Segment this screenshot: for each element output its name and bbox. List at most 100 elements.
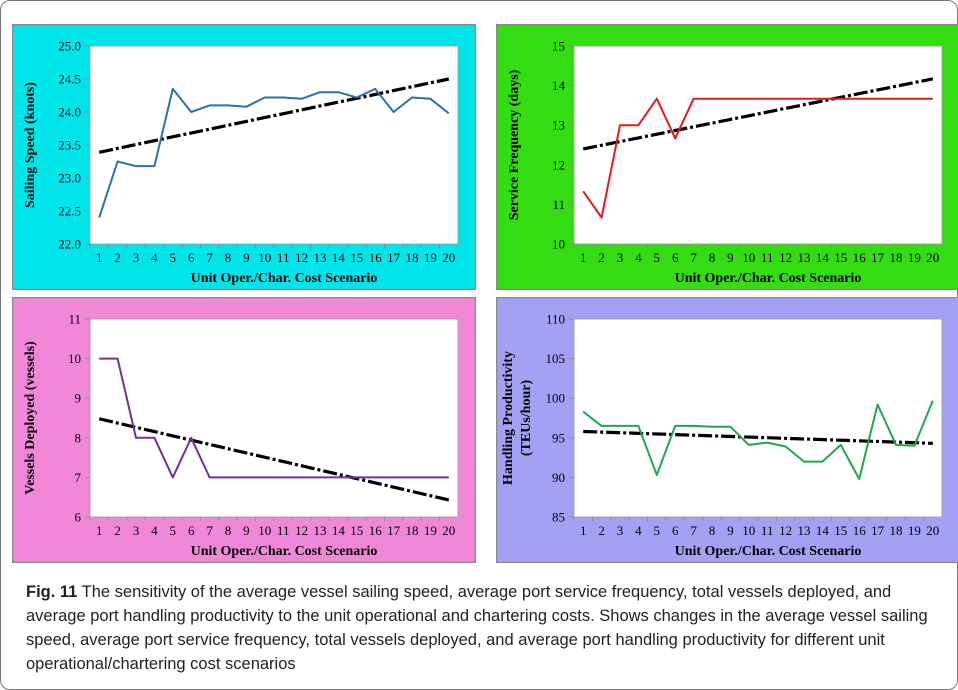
x-tick-label: 10 xyxy=(258,523,271,538)
x-tick-label: 4 xyxy=(151,250,158,265)
x-tick-label: 6 xyxy=(672,523,679,538)
data-series-line xyxy=(99,357,449,479)
x-tick-label: 11 xyxy=(277,250,290,265)
x-tick-label: 12 xyxy=(295,250,308,265)
y-tick-label: 11 xyxy=(68,312,81,327)
x-tick-label: 1 xyxy=(580,250,587,265)
y-axis-label-line2: (TEUs/hour) xyxy=(519,380,534,457)
y-tick-label: 13 xyxy=(552,118,565,133)
x-tick-label: 1 xyxy=(96,523,103,538)
x-tick-label: 5 xyxy=(654,250,661,265)
x-tick-label: 19 xyxy=(908,250,921,265)
x-tick-label: 12 xyxy=(295,523,308,538)
y-axis-label: Vessels Deployed (vessels) xyxy=(23,341,38,495)
sailing-speed-chart: 22.0 22.5 23.0 23.5 24.0 24.5 25.0 1 2 3 4 5 6 7 8 9 10 1… xyxy=(12,24,476,290)
y-tick-label: 11 xyxy=(552,197,565,212)
x-tick-label: 17 xyxy=(871,523,885,538)
x-tick-label: 3 xyxy=(133,523,140,538)
y-axis-label: Sailing Speed (knots) xyxy=(23,82,38,208)
x-tick-label: 20 xyxy=(926,523,939,538)
y-tick-label: 110 xyxy=(546,312,565,327)
x-axis-label: Unit Oper./Char. Cost Scenario xyxy=(191,544,378,559)
x-tick-label: 3 xyxy=(617,523,624,538)
x-tick-label: 7 xyxy=(206,523,213,538)
y-tick-label: 22.0 xyxy=(58,237,81,252)
x-tick-label: 9 xyxy=(727,523,734,538)
x-tick-label: 6 xyxy=(188,523,195,538)
x-tick-label: 8 xyxy=(225,250,232,265)
y-tick-label: 15 xyxy=(552,39,565,54)
x-tick-label: 5 xyxy=(170,250,177,265)
x-axis-label: Unit Oper./Char. Cost Scenario xyxy=(675,544,862,559)
x-tick-label: 15 xyxy=(350,250,363,265)
x-tick-label: 2 xyxy=(598,250,605,265)
trend-line xyxy=(582,77,934,151)
x-tick-label: 3 xyxy=(617,250,624,265)
y-tick-label: 105 xyxy=(546,351,566,366)
x-tick-label: 20 xyxy=(926,250,939,265)
x-tick-label: 5 xyxy=(170,523,177,538)
handling-productivity-chart: 85 90 95 100 105 110 1 2 3 4 5 6 7 8 9 10 11 12 13 14 15 16 17… xyxy=(496,297,958,563)
x-tick-label: 17 xyxy=(387,250,401,265)
service-frequency-chart: 10 11 12 13 14 15 1 2 3 4 5 6 7 8 9 10 11 12 13 14 15 16 17 18 1… xyxy=(496,24,958,290)
x-tick-label: 4 xyxy=(151,523,158,538)
x-tick-label: 2 xyxy=(598,523,605,538)
data-series-line xyxy=(582,400,934,480)
x-tick-label: 10 xyxy=(742,523,755,538)
y-tick-label: 10 xyxy=(552,237,565,252)
x-tick-label: 16 xyxy=(369,523,383,538)
y-tick-label: 23.5 xyxy=(58,138,81,153)
data-series-line xyxy=(582,97,933,219)
x-tick-label: 2 xyxy=(114,250,121,265)
x-tick-label: 17 xyxy=(387,523,401,538)
x-tick-label: 1 xyxy=(580,523,587,538)
x-tick-label: 16 xyxy=(853,523,867,538)
y-tick-label: 25.0 xyxy=(58,39,81,54)
x-tick-label: 16 xyxy=(853,250,867,265)
y-tick-label: 9 xyxy=(75,391,82,406)
y-tick-label: 85 xyxy=(552,510,565,525)
y-tick-label: 14 xyxy=(552,78,566,93)
x-tick-label: 9 xyxy=(727,250,734,265)
x-tick-label: 13 xyxy=(314,250,327,265)
x-tick-label: 14 xyxy=(816,523,830,538)
data-series-line xyxy=(98,87,450,218)
x-tick-label: 13 xyxy=(314,523,327,538)
x-tick-label: 12 xyxy=(779,523,792,538)
y-tick-label: 12 xyxy=(552,157,565,172)
trend-line xyxy=(98,77,450,154)
caption-text: The sensitivity of the average vessel sa… xyxy=(26,583,928,673)
x-tick-label: 14 xyxy=(332,523,346,538)
plot-area xyxy=(89,318,459,518)
x-tick-label: 15 xyxy=(834,523,847,538)
x-axis-label: Unit Oper./Char. Cost Scenario xyxy=(675,271,862,286)
x-tick-label: 19 xyxy=(424,523,437,538)
y-tick-label: 90 xyxy=(552,470,565,485)
x-tick-label: 10 xyxy=(258,250,271,265)
y-tick-label: 10 xyxy=(68,351,81,366)
y-tick-label: 24.5 xyxy=(58,72,81,87)
x-tick-label: 18 xyxy=(406,523,419,538)
x-tick-label: 6 xyxy=(188,250,195,265)
y-tick-label: 100 xyxy=(546,391,566,406)
y-tick-label: 8 xyxy=(75,430,82,445)
x-tick-label: 17 xyxy=(871,250,885,265)
x-tick-label: 14 xyxy=(332,250,346,265)
x-tick-label: 11 xyxy=(761,523,774,538)
plot-area xyxy=(573,45,943,245)
x-tick-label: 10 xyxy=(742,250,755,265)
x-tick-label: 9 xyxy=(243,250,250,265)
y-tick-label: 22.5 xyxy=(58,204,81,219)
x-tick-label: 5 xyxy=(654,523,661,538)
plot-area xyxy=(89,45,459,245)
x-tick-label: 18 xyxy=(890,523,903,538)
x-tick-label: 8 xyxy=(709,250,716,265)
x-tick-label: 15 xyxy=(834,250,847,265)
x-tick-label: 20 xyxy=(442,523,455,538)
y-tick-label: 95 xyxy=(552,430,565,445)
x-tick-label: 19 xyxy=(908,523,921,538)
x-tick-label: 12 xyxy=(779,250,792,265)
x-tick-label: 8 xyxy=(225,523,232,538)
